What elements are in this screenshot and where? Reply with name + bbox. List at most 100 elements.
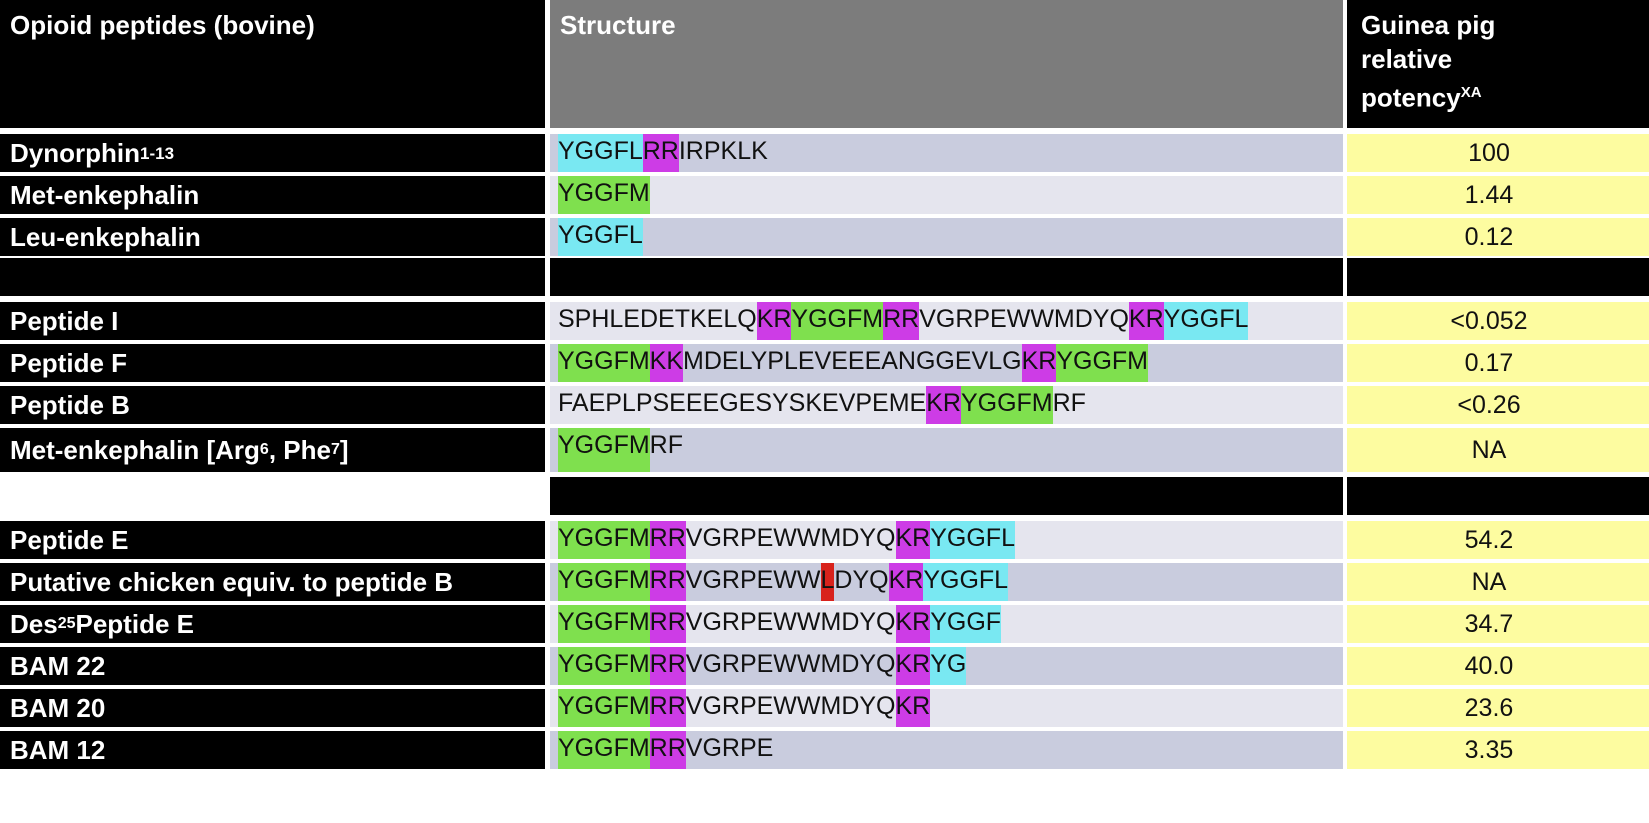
highlighted-residues: KR: [895, 605, 931, 643]
highlighted-residues: L: [820, 563, 835, 601]
sequence: FAEPLPSEEEGESYSKEVPEME KR YGGFM RF: [558, 386, 1086, 424]
peptide-name: Dynorphin 1-13: [0, 134, 545, 172]
residues: VGRPEWWMDYQ: [919, 305, 1129, 333]
peptide-structure: YGGFM KK MDELYPLEVEEEANGGEVLG KR YGGFM: [550, 344, 1343, 382]
sequence: YGGFM RR VGRPEWWMDYQ KR YGGF: [558, 605, 1002, 643]
residues: VGRPEWWMDYQ: [685, 692, 896, 720]
residues: DYQ: [834, 566, 889, 594]
highlighted-residues: YGGFM: [791, 302, 884, 340]
table-row: Peptide I SPHLEDETKELQ KR YGGFM RR VGRPEWWMDY…: [0, 302, 1649, 340]
table-row: BAM 12 YGGFM RR VGRPE 3.35: [0, 731, 1649, 769]
relative-potency: 0.17: [1347, 344, 1649, 382]
table-row: Des 25 Peptide E YGGFM RR VGRPEWWMDYQ KR YGGF 3…: [0, 605, 1649, 643]
highlighted-residues: RR: [649, 605, 686, 643]
highlighted-residues: RR: [649, 521, 686, 559]
peptide-name: Putative chicken equiv. to peptide B: [0, 563, 545, 601]
peptide-name: Peptide B: [0, 386, 545, 424]
highlighted-residues: YGGFL: [930, 521, 1015, 559]
peptide-name-superscript: 6: [259, 441, 269, 458]
highlighted-residues: YGGFM: [558, 521, 650, 559]
highlighted-residues: YGGFM: [1056, 344, 1148, 382]
highlighted-residues: RR: [883, 302, 920, 340]
residues: VGRPEWWMDYQ: [685, 608, 896, 636]
highlighted-residues: RR: [649, 563, 686, 601]
peptide-name: Peptide E: [0, 521, 545, 559]
relative-potency: 1.44: [1347, 176, 1649, 214]
highlighted-residues: KR: [888, 563, 924, 601]
peptide-name: Des 25 Peptide E: [0, 605, 545, 643]
header-potency-cell: Guinea pig relative potencyXA: [1347, 0, 1649, 128]
peptide-structure: YGGFL: [550, 218, 1343, 256]
highlighted-residues: YGGFM: [558, 689, 650, 727]
peptide-structure: YGGFM: [550, 176, 1343, 214]
peptide-structure: YGGFM RF: [550, 428, 1343, 472]
peptide-name: Peptide I: [0, 302, 545, 340]
table-row: Peptide B FAEPLPSEEEGESYSKEVPEME KR YGGFM RF…: [0, 386, 1649, 424]
header-structure-label: Structure: [560, 10, 676, 40]
residues: VGRPEWW: [685, 566, 821, 594]
sequence: YGGFM RR VGRPEWW L DYQ KR YGGFL: [558, 563, 1009, 601]
residues: FAEPLPSEEEGESYSKEVPEME: [558, 389, 927, 417]
sequence: YGGFM KK MDELYPLEVEEEANGGEVLG KR YGGFM: [558, 344, 1148, 382]
highlighted-residues: YGGFL: [558, 134, 643, 172]
residues: SPHLEDETKELQ: [558, 305, 757, 333]
table-header: Opioid peptides (bovine) Structure Guine…: [0, 0, 1649, 128]
peptide-structure: YGGFM RR VGRPEWWMDYQ KR: [550, 689, 1343, 727]
highlighted-residues: YGGFM: [558, 605, 650, 643]
relative-potency: 100: [1347, 134, 1649, 172]
highlighted-residues: KR: [1128, 302, 1164, 340]
highlighted-residues: YGGFL: [1163, 302, 1249, 340]
group-separator-2: [0, 477, 1649, 515]
highlighted-residues: KR: [895, 689, 931, 727]
highlighted-residues: RR: [642, 134, 679, 172]
table-row: Peptide F YGGFM KK MDELYPLEVEEEANGGEVLG KR YG…: [0, 344, 1649, 382]
relative-potency: 40.0: [1347, 647, 1649, 685]
highlighted-residues: KR: [895, 521, 931, 559]
relative-potency: 3.35: [1347, 731, 1649, 769]
residues: MDELYPLEVEEEANGGEVLG: [683, 347, 1022, 375]
highlighted-residues: YGGFM: [558, 731, 650, 769]
table-row: Dynorphin 1-13 YGGFL RR IRPKLK 100: [0, 134, 1649, 172]
sequence: YGGFL: [558, 218, 643, 256]
peptide-name-superscript: 7: [330, 441, 340, 458]
peptide-name: BAM 22: [0, 647, 545, 685]
sequence: YGGFM RF: [558, 428, 683, 472]
relative-potency: 34.7: [1347, 605, 1649, 643]
highlighted-residues: YGGFM: [960, 386, 1053, 424]
highlighted-residues: YGGFM: [558, 428, 650, 472]
peptide-name: Leu-enkephalin: [0, 218, 545, 256]
peptide-name: BAM 20: [0, 689, 545, 727]
highlighted-residues: YGGFM: [558, 563, 650, 601]
table-row: BAM 20 YGGFM RR VGRPEWWMDYQ KR 23.6: [0, 689, 1649, 727]
highlighted-residues: YGGFM: [558, 647, 650, 685]
highlighted-residues: YGGFL: [923, 563, 1009, 601]
relative-potency: 23.6: [1347, 689, 1649, 727]
highlighted-residues: KR: [1021, 344, 1057, 382]
peptide-name-superscript: 25: [57, 615, 76, 632]
peptide-structure: YGGFM RR VGRPEWWMDYQ KR YGGFL: [550, 521, 1343, 559]
table-row: BAM 22 YGGFM RR VGRPEWWMDYQ KR YG 40.0: [0, 647, 1649, 685]
peptide-structure: YGGFM RR VGRPEWW L DYQ KR YGGFL: [550, 563, 1343, 601]
sequence: YGGFM RR VGRPE: [558, 731, 773, 769]
table-row: Peptide E YGGFM RR VGRPEWWMDYQ KR YGGFL 54.2: [0, 521, 1649, 559]
peptide-name: BAM 12: [0, 731, 545, 769]
table-row: Leu-enkephalin YGGFL 0.12: [0, 218, 1649, 256]
table-row: Met-enkephalin YGGFM 1.44: [0, 176, 1649, 214]
group-separator-1: [0, 258, 1649, 296]
residues: IRPKLK: [678, 137, 768, 165]
peptide-structure: YGGFM RR VGRPE: [550, 731, 1343, 769]
sequence: YGGFL RR IRPKLK: [558, 134, 768, 172]
header-peptide-label: Opioid peptides (bovine): [10, 10, 315, 40]
peptide-name: Peptide F: [0, 344, 545, 382]
highlighted-residues: YG: [930, 647, 967, 685]
peptide-name: Met-enkephalin [Arg 6, Phe 7]: [0, 428, 545, 472]
header-potency-label: Guinea pig relative potencyXA: [1361, 10, 1496, 113]
sequence: YGGFM RR VGRPEWWMDYQ KR YGGFL: [558, 521, 1015, 559]
highlighted-residues: KK: [649, 344, 684, 382]
peptide-structure: SPHLEDETKELQ KR YGGFM RR VGRPEWWMDYQ KR YGGFL: [550, 302, 1343, 340]
sequence: YGGFM RR VGRPEWWMDYQ KR YG: [558, 647, 967, 685]
relative-potency: 54.2: [1347, 521, 1649, 559]
sequence: SPHLEDETKELQ KR YGGFM RR VGRPEWWMDYQ KR YGGFL: [558, 302, 1249, 340]
highlighted-residues: YGGFM: [558, 344, 650, 382]
relative-potency: NA: [1347, 428, 1649, 472]
